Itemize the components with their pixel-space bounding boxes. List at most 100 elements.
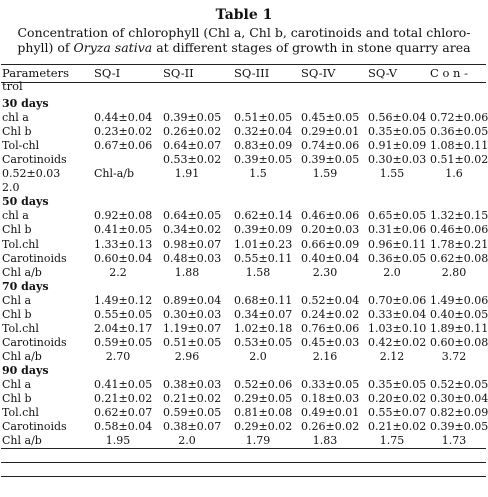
data-value: 0.96±0.11 bbox=[368, 237, 427, 251]
data-value: 0.59±0.05 bbox=[94, 335, 153, 349]
data-value: 0.39±0.05 bbox=[163, 111, 222, 125]
data-value: 0.45±0.05 bbox=[301, 111, 360, 125]
data-value: 1.95 bbox=[105, 434, 131, 448]
data-value: 0.46±0.06 bbox=[430, 223, 488, 237]
data-value: 0.30±0.03 bbox=[163, 307, 222, 321]
data-value: 1.78±0.21 bbox=[430, 237, 488, 251]
data-value: 1.59 bbox=[312, 167, 338, 181]
data-value: 0.40±0.04 bbox=[301, 251, 360, 265]
data-value: 0.55±0.05 bbox=[94, 307, 153, 321]
section-label: 50 days bbox=[2, 195, 49, 209]
data-value: 0.58±0.04 bbox=[94, 420, 153, 434]
data-value: 1.02±0.18 bbox=[234, 321, 293, 335]
data-value: 0.36±0.05 bbox=[368, 251, 427, 265]
data-value: 0.72±0.06 bbox=[430, 111, 488, 125]
row-parameter: Carotinoids bbox=[2, 420, 67, 434]
data-value: 0.29±0.05 bbox=[234, 392, 293, 406]
data-value: 2.0 bbox=[383, 265, 401, 279]
column-header: SQ-IV bbox=[301, 66, 336, 80]
row-parameter: Tol.chl bbox=[2, 321, 39, 335]
row-parameter: Tol.chl bbox=[2, 406, 39, 420]
row-parameter: Chl a bbox=[2, 378, 32, 391]
data-value: 0.91±0.09 bbox=[368, 139, 427, 153]
data-value: 0.92±0.08 bbox=[94, 209, 153, 223]
data-value: 0.48±0.03 bbox=[163, 251, 222, 265]
data-value: 0.30±0.04 bbox=[430, 392, 488, 406]
data-value: 0.82±0.09 bbox=[430, 406, 488, 420]
data-value: 0.53±0.05 bbox=[234, 335, 293, 349]
data-value: 2.80 bbox=[441, 265, 467, 279]
data-value: 0.62±0.07 bbox=[94, 406, 153, 420]
data-value: 0.59±0.05 bbox=[163, 406, 222, 420]
data-value: 0.39±0.05 bbox=[301, 153, 360, 167]
data-value: 0.53±0.02 bbox=[163, 153, 222, 167]
data-value: 0.26±0.02 bbox=[163, 125, 222, 139]
data-value: 0.20±0.02 bbox=[368, 392, 427, 406]
data-value: 2.2 bbox=[109, 265, 127, 279]
data-value: 1.33±0.13 bbox=[94, 237, 153, 251]
data-value: 1.75 bbox=[379, 434, 405, 448]
data-value: 1.5 bbox=[249, 167, 267, 181]
data-value: 1.6 bbox=[445, 167, 463, 181]
data-value: 0.39±0.05 bbox=[234, 153, 293, 167]
data-value: 0.51±0.05 bbox=[234, 111, 293, 125]
column-header: C o n - bbox=[430, 66, 468, 80]
data-value: 1.49±0.06 bbox=[430, 293, 488, 307]
data-value: Chl-a/b bbox=[94, 167, 135, 181]
data-value: 0.62±0.08 bbox=[430, 251, 488, 265]
data-value: 2.70 bbox=[105, 349, 131, 363]
data-value: 0.26±0.02 bbox=[301, 420, 360, 434]
data-value: 1.19±0.07 bbox=[163, 321, 222, 335]
rule-line bbox=[1, 476, 486, 477]
data-value: 0.23±0.02 bbox=[94, 125, 153, 139]
row-parameter: Chl b bbox=[2, 392, 32, 406]
data-value: 1.88 bbox=[174, 265, 200, 279]
caption-line-2-post: at different stages of growth in stone q… bbox=[152, 40, 471, 55]
data-value: 0.21±0.02 bbox=[163, 392, 222, 406]
caption-line-1: Concentration of chlorophyll (Chl a, Chl… bbox=[17, 25, 471, 40]
header-wrap: trol bbox=[2, 79, 23, 93]
data-value: 1.08±0.11 bbox=[430, 139, 488, 153]
data-value: 1.89±0.11 bbox=[430, 321, 488, 335]
data-value: 0.31±0.06 bbox=[368, 223, 427, 237]
data-value: 0.62±0.14 bbox=[234, 209, 293, 223]
data-value: 0.55±0.07 bbox=[368, 406, 427, 420]
table-title: Table 1 bbox=[215, 7, 273, 23]
data-value: 1.03±0.10 bbox=[368, 321, 427, 335]
data-value: 0.89±0.04 bbox=[163, 293, 222, 307]
data-value: 0.55±0.11 bbox=[234, 251, 293, 265]
data-value: 1.91 bbox=[174, 167, 200, 181]
data-value: 0.34±0.02 bbox=[163, 223, 222, 237]
data-value: 0.24±0.02 bbox=[301, 307, 360, 321]
data-value: 0.64±0.07 bbox=[163, 139, 222, 153]
data-value: 0.42±0.02 bbox=[368, 335, 427, 349]
data-value: 0.39±0.09 bbox=[234, 223, 293, 237]
section-label: 90 days bbox=[2, 363, 49, 377]
data-value: 0.18±0.03 bbox=[301, 392, 360, 406]
data-value: 0.65±0.05 bbox=[368, 209, 427, 223]
data-value: 2.30 bbox=[312, 265, 338, 279]
header-parameters: Parameters bbox=[2, 66, 69, 80]
row-parameter: Tol-chl bbox=[2, 139, 40, 153]
data-value: 1.79 bbox=[245, 434, 271, 448]
column-header: SQ-I bbox=[94, 66, 121, 80]
row-parameter: Tol.chl bbox=[2, 237, 39, 251]
data-value: 0.45±0.03 bbox=[301, 335, 360, 349]
data-value: 0.35±0.05 bbox=[368, 378, 427, 391]
data-value: 0.81±0.08 bbox=[234, 406, 293, 420]
rule-line bbox=[1, 82, 486, 83]
data-value: 0.20±0.03 bbox=[301, 223, 360, 237]
data-value: 0.52±0.04 bbox=[301, 293, 360, 307]
data-value: 0.56±0.04 bbox=[368, 111, 427, 125]
data-value: 0.52±0.05 bbox=[430, 378, 488, 391]
wrap-value: 2.0 bbox=[2, 181, 20, 195]
data-value: 0.33±0.05 bbox=[301, 378, 360, 391]
row-parameter: Chl a/b bbox=[2, 265, 42, 279]
data-value: 0.44±0.04 bbox=[94, 111, 153, 125]
data-value: 0.83±0.09 bbox=[234, 139, 293, 153]
data-value: 2.12 bbox=[379, 349, 405, 363]
data-value: 2.0 bbox=[249, 349, 267, 363]
caption-line-2-pre: phyll) of bbox=[17, 40, 74, 55]
data-value: 0.36±0.05 bbox=[430, 125, 488, 139]
rule-line bbox=[1, 64, 486, 65]
